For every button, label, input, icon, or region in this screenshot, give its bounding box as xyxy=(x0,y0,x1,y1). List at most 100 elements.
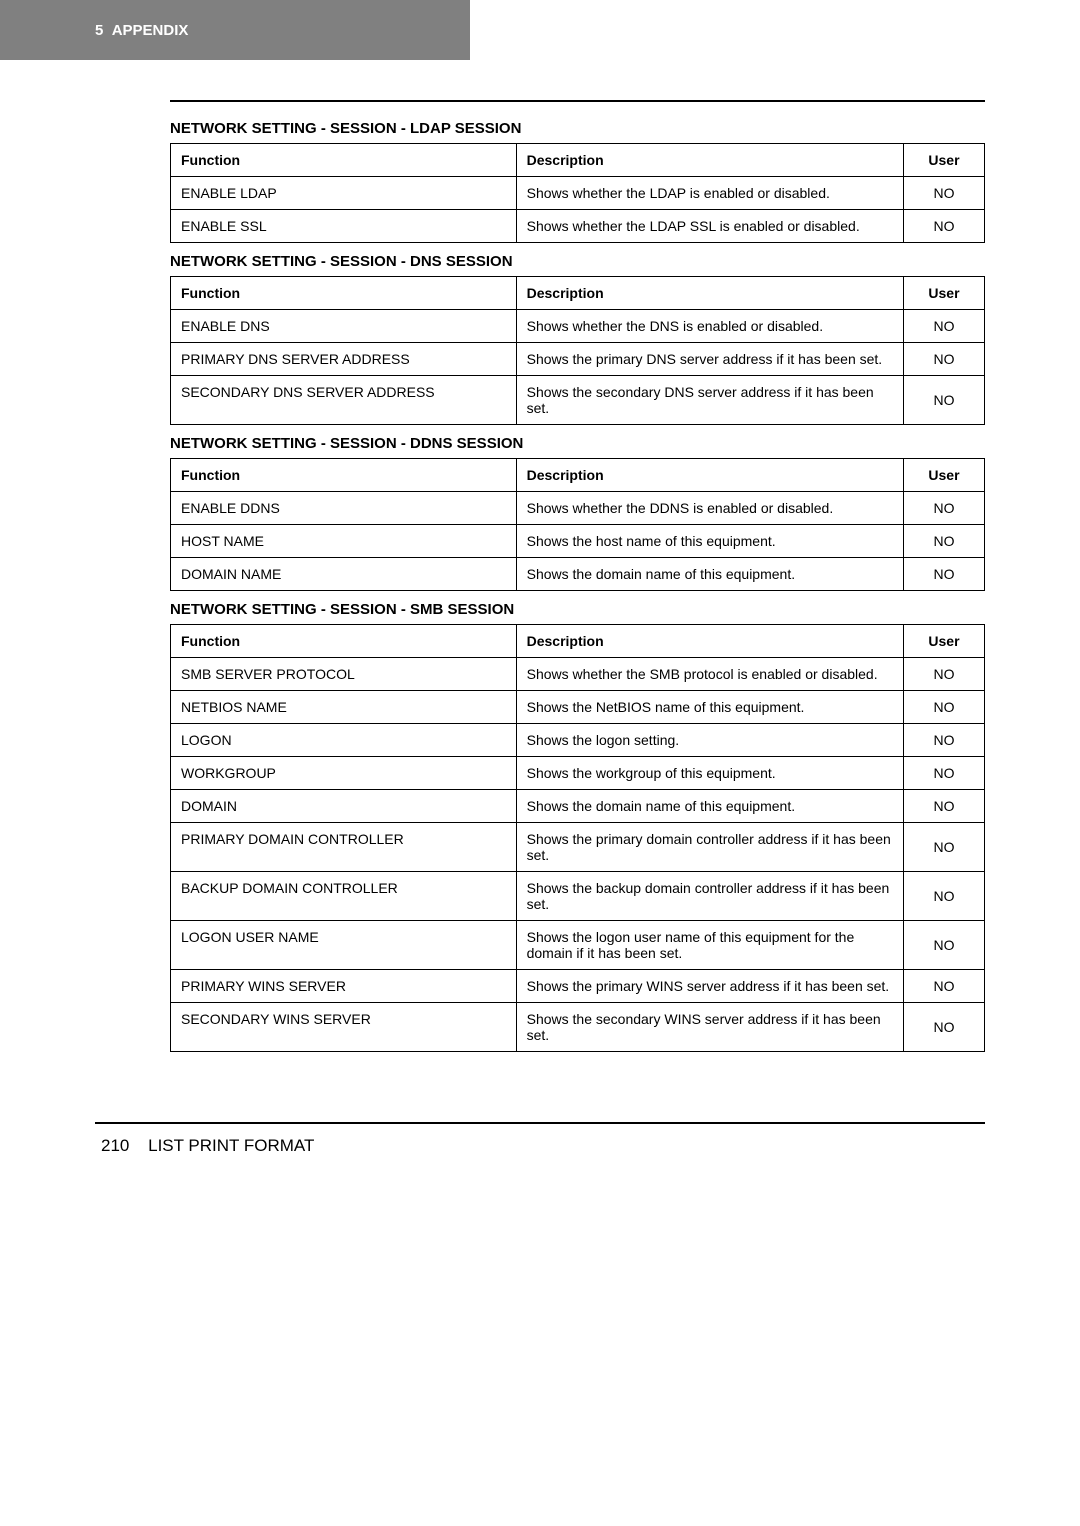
cell-description: Shows the domain name of this equipment. xyxy=(516,558,903,591)
cell-function: SMB SERVER PROTOCOL xyxy=(171,658,517,691)
cell-function: ENABLE SSL xyxy=(171,210,517,243)
settings-table: FunctionDescriptionUserSMB SERVER PROTOC… xyxy=(170,624,985,1052)
col-header-user: User xyxy=(903,144,984,177)
cell-description: Shows whether the LDAP is enabled or dis… xyxy=(516,177,903,210)
table-header-row: FunctionDescriptionUser xyxy=(171,625,985,658)
cell-function: PRIMARY DOMAIN CONTROLLER xyxy=(171,823,517,872)
table-row: WORKGROUPShows the workgroup of this equ… xyxy=(171,757,985,790)
cell-function: HOST NAME xyxy=(171,525,517,558)
cell-function: LOGON USER NAME xyxy=(171,921,517,970)
table-row: HOST NAMEShows the host name of this equ… xyxy=(171,525,985,558)
table-row: SMB SERVER PROTOCOLShows whether the SMB… xyxy=(171,658,985,691)
cell-function: DOMAIN xyxy=(171,790,517,823)
section-title: NETWORK SETTING - SESSION - SMB SESSION xyxy=(170,601,985,618)
col-header-user: User xyxy=(903,459,984,492)
table-header-row: FunctionDescriptionUser xyxy=(171,459,985,492)
cell-description: Shows whether the LDAP SSL is enabled or… xyxy=(516,210,903,243)
sections-container: NETWORK SETTING - SESSION - LDAP SESSION… xyxy=(170,120,985,1052)
table-row: PRIMARY DNS SERVER ADDRESSShows the prim… xyxy=(171,343,985,376)
col-header-description: Description xyxy=(516,625,903,658)
cell-function: SECONDARY WINS SERVER xyxy=(171,1003,517,1052)
content-area: NETWORK SETTING - SESSION - LDAP SESSION… xyxy=(0,60,1080,1082)
chapter-number: 5 xyxy=(95,22,103,39)
cell-description: Shows the host name of this equipment. xyxy=(516,525,903,558)
settings-table: FunctionDescriptionUserENABLE DNSShows w… xyxy=(170,276,985,425)
cell-user: NO xyxy=(903,757,984,790)
cell-user: NO xyxy=(903,343,984,376)
col-header-description: Description xyxy=(516,144,903,177)
table-row: ENABLE DDNSShows whether the DDNS is ena… xyxy=(171,492,985,525)
cell-description: Shows the NetBIOS name of this equipment… xyxy=(516,691,903,724)
cell-function: ENABLE DNS xyxy=(171,310,517,343)
cell-function: PRIMARY WINS SERVER xyxy=(171,970,517,1003)
cell-function: NETBIOS NAME xyxy=(171,691,517,724)
cell-description: Shows the logon user name of this equipm… xyxy=(516,921,903,970)
top-rule xyxy=(170,100,985,102)
cell-function: DOMAIN NAME xyxy=(171,558,517,591)
col-header-function: Function xyxy=(171,625,517,658)
cell-function: ENABLE DDNS xyxy=(171,492,517,525)
table-row: ENABLE DNSShows whether the DNS is enabl… xyxy=(171,310,985,343)
cell-description: Shows the primary DNS server address if … xyxy=(516,343,903,376)
col-header-user: User xyxy=(903,625,984,658)
table-row: LOGON USER NAMEShows the logon user name… xyxy=(171,921,985,970)
table-row: ENABLE LDAPShows whether the LDAP is ena… xyxy=(171,177,985,210)
cell-user: NO xyxy=(903,970,984,1003)
cell-description: Shows the secondary WINS server address … xyxy=(516,1003,903,1052)
section-title: NETWORK SETTING - SESSION - DNS SESSION xyxy=(170,253,985,270)
cell-user: NO xyxy=(903,492,984,525)
cell-user: NO xyxy=(903,177,984,210)
cell-description: Shows the backup domain controller addre… xyxy=(516,872,903,921)
table-header-row: FunctionDescriptionUser xyxy=(171,144,985,177)
cell-user: NO xyxy=(903,921,984,970)
cell-function: LOGON xyxy=(171,724,517,757)
col-header-function: Function xyxy=(171,459,517,492)
footer-page-title: LIST PRINT FORMAT xyxy=(148,1136,314,1155)
cell-description: Shows the secondary DNS server address i… xyxy=(516,376,903,425)
footer-page-number: 210 xyxy=(101,1136,129,1155)
col-header-description: Description xyxy=(516,277,903,310)
cell-user: NO xyxy=(903,823,984,872)
settings-table: FunctionDescriptionUserENABLE DDNSShows … xyxy=(170,458,985,591)
cell-description: Shows whether the DNS is enabled or disa… xyxy=(516,310,903,343)
chapter-title: APPENDIX xyxy=(112,22,189,39)
chapter-label: 5 APPENDIX xyxy=(95,22,188,39)
cell-user: NO xyxy=(903,872,984,921)
cell-user: NO xyxy=(903,658,984,691)
cell-user: NO xyxy=(903,724,984,757)
col-header-user: User xyxy=(903,277,984,310)
cell-description: Shows whether the SMB protocol is enable… xyxy=(516,658,903,691)
table-row: PRIMARY WINS SERVERShows the primary WIN… xyxy=(171,970,985,1003)
cell-user: NO xyxy=(903,790,984,823)
table-row: BACKUP DOMAIN CONTROLLERShows the backup… xyxy=(171,872,985,921)
cell-function: SECONDARY DNS SERVER ADDRESS xyxy=(171,376,517,425)
section-title: NETWORK SETTING - SESSION - LDAP SESSION xyxy=(170,120,985,137)
cell-function: PRIMARY DNS SERVER ADDRESS xyxy=(171,343,517,376)
col-header-description: Description xyxy=(516,459,903,492)
cell-user: NO xyxy=(903,1003,984,1052)
col-header-function: Function xyxy=(171,144,517,177)
cell-user: NO xyxy=(903,376,984,425)
table-header-row: FunctionDescriptionUser xyxy=(171,277,985,310)
cell-description: Shows whether the DDNS is enabled or dis… xyxy=(516,492,903,525)
table-row: NETBIOS NAMEShows the NetBIOS name of th… xyxy=(171,691,985,724)
cell-function: ENABLE LDAP xyxy=(171,177,517,210)
table-row: ENABLE SSLShows whether the LDAP SSL is … xyxy=(171,210,985,243)
cell-user: NO xyxy=(903,691,984,724)
cell-description: Shows the primary WINS server address if… xyxy=(516,970,903,1003)
table-row: SECONDARY DNS SERVER ADDRESSShows the se… xyxy=(171,376,985,425)
cell-description: Shows the primary domain controller addr… xyxy=(516,823,903,872)
table-row: DOMAINShows the domain name of this equi… xyxy=(171,790,985,823)
table-row: LOGONShows the logon setting.NO xyxy=(171,724,985,757)
cell-description: Shows the workgroup of this equipment. xyxy=(516,757,903,790)
col-header-function: Function xyxy=(171,277,517,310)
cell-description: Shows the domain name of this equipment. xyxy=(516,790,903,823)
page-footer: 210 LIST PRINT FORMAT xyxy=(95,1122,985,1156)
cell-function: BACKUP DOMAIN CONTROLLER xyxy=(171,872,517,921)
cell-function: WORKGROUP xyxy=(171,757,517,790)
cell-user: NO xyxy=(903,525,984,558)
cell-user: NO xyxy=(903,558,984,591)
table-row: DOMAIN NAMEShows the domain name of this… xyxy=(171,558,985,591)
section-title: NETWORK SETTING - SESSION - DDNS SESSION xyxy=(170,435,985,452)
settings-table: FunctionDescriptionUserENABLE LDAPShows … xyxy=(170,143,985,243)
